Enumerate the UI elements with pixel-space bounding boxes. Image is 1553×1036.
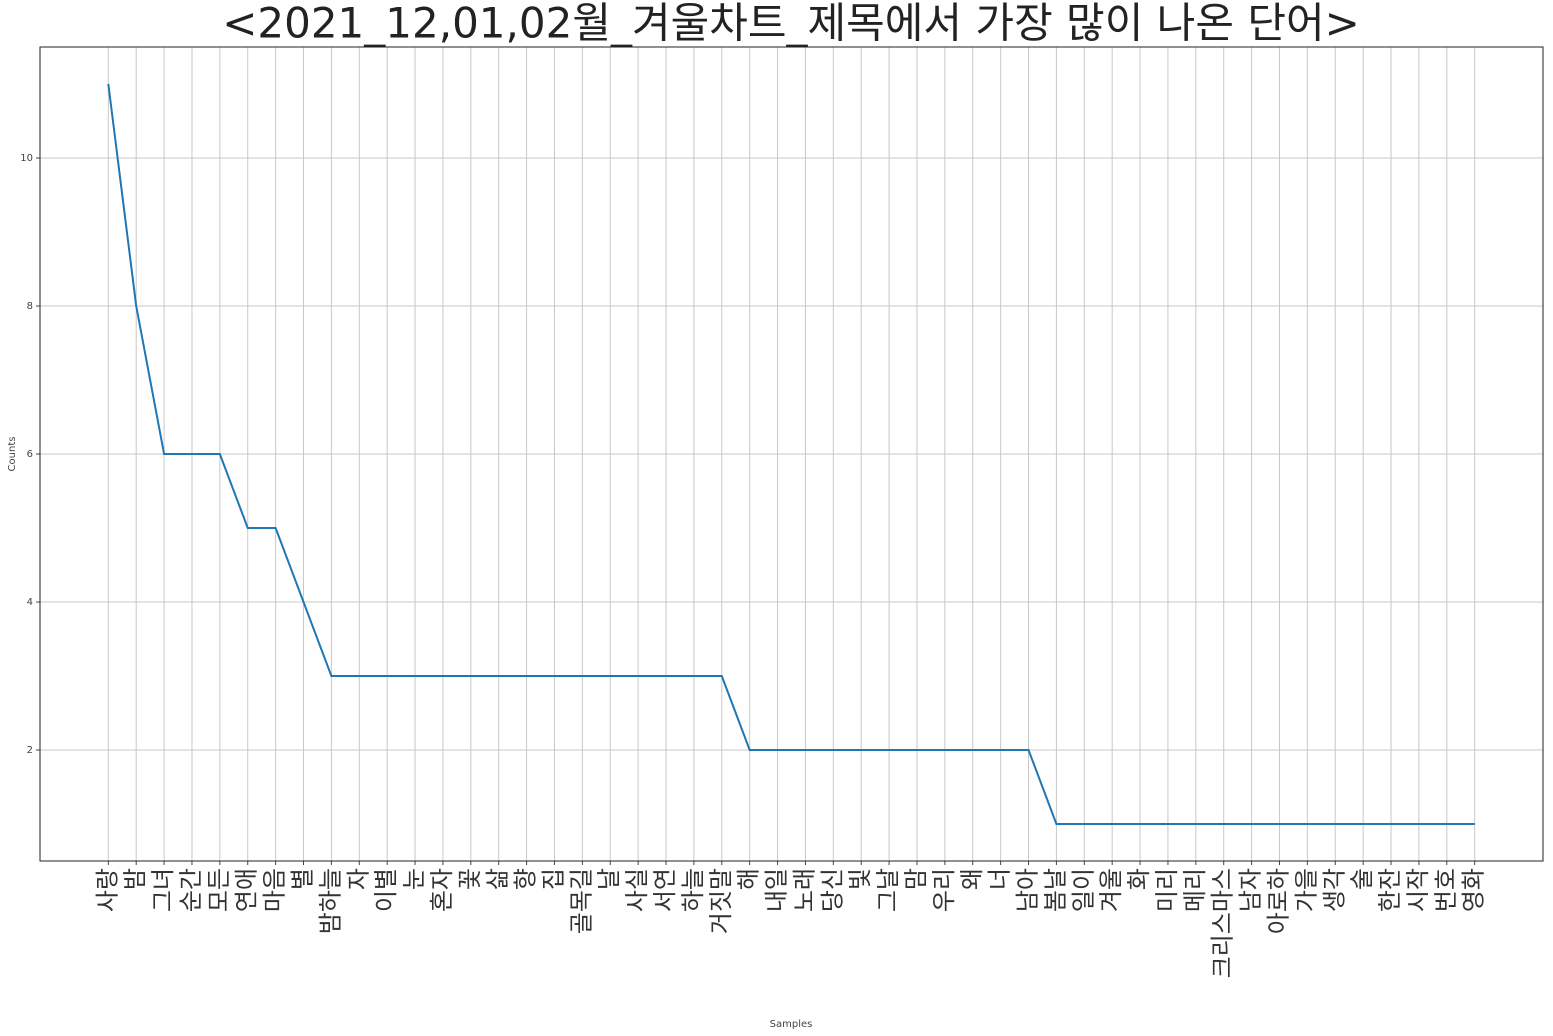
x-tick-label: 생각	[1320, 868, 1348, 912]
x-tick-label: 노래	[790, 868, 818, 912]
x-tick-label: 삶	[484, 868, 512, 890]
chart-title: <2021_12,01,02월_겨울차트_제목에서 가장 많이 나온 단어>	[222, 0, 1360, 48]
y-tick-label: 6	[27, 449, 33, 460]
y-tick-label: 8	[27, 301, 33, 312]
x-tick-label: 밤하늘	[316, 868, 344, 934]
x-tick-label: 거짓말	[707, 868, 735, 934]
x-tick-label: 별	[289, 868, 317, 890]
x-tick-label: 순간	[177, 868, 205, 912]
x-tick-label: 골목길	[567, 868, 595, 934]
x-tick-label: 크리스마스	[1209, 868, 1237, 978]
x-tick-label: 하늘	[679, 868, 707, 912]
x-tick-label: 시작	[1404, 868, 1432, 912]
x-tick-label: 날	[595, 868, 623, 890]
x-tick-label: 혼자	[428, 868, 456, 912]
x-tick-label: 자	[344, 868, 372, 890]
y-tick-label: 4	[27, 597, 33, 608]
x-tick-label: 눈	[400, 868, 428, 890]
x-tick-label: 연애	[233, 868, 261, 912]
x-tick-label: 마음	[261, 868, 289, 912]
x-tick-label: 우리	[930, 868, 958, 912]
x-tick-label: 집	[539, 868, 567, 890]
x-axis-label: Samples	[770, 1019, 813, 1030]
x-tick-label: 빛	[846, 868, 874, 890]
x-tick-label: 당신	[818, 868, 846, 912]
x-tick-label: 술	[1348, 868, 1376, 890]
x-tick-label: 왜	[958, 868, 986, 890]
x-tick-label: 내일	[763, 868, 791, 912]
x-tick-label: 너	[986, 868, 1014, 890]
x-tick-label: 향	[512, 868, 540, 890]
x-tick-label: 밤	[121, 868, 149, 890]
x-tick-label: 봄날	[1041, 868, 1069, 912]
x-tick-label: 한잔	[1376, 868, 1404, 912]
x-tick-label: 일이	[1069, 868, 1097, 912]
x-tick-label: 영화	[1460, 868, 1488, 912]
x-tick-label: 번호	[1432, 868, 1460, 912]
y-axis-label: Counts	[7, 437, 18, 472]
x-tick-label: 화	[1125, 868, 1153, 890]
x-tick-label: 그날	[874, 868, 902, 912]
x-tick-label: 남아	[1014, 868, 1042, 912]
x-tick-label: 사랑	[93, 868, 121, 912]
x-tick-label: 모든	[205, 868, 233, 912]
x-tick-label: 그녀	[149, 868, 177, 912]
x-tick-label: 가을	[1292, 868, 1320, 912]
x-tick-label: 사실	[623, 868, 651, 912]
x-tick-label: 겨울	[1097, 868, 1125, 912]
y-tick-label: 10	[20, 153, 33, 164]
x-tick-label: 미리	[1153, 868, 1181, 912]
x-tick-label: 아로하	[1264, 868, 1292, 934]
plot-frame	[39, 46, 1544, 862]
x-tick-label: 맘	[902, 868, 930, 890]
line-series	[107, 83, 1475, 825]
x-tick-label: 해	[735, 868, 763, 890]
x-tick-label: 꽃	[456, 868, 484, 890]
y-tick-label: 2	[27, 745, 33, 756]
x-tick-label: 이별	[372, 868, 400, 912]
x-tick-label: 메리	[1181, 868, 1209, 912]
x-tick-label: 서연	[651, 868, 679, 912]
x-tick-label: 남자	[1237, 868, 1265, 912]
